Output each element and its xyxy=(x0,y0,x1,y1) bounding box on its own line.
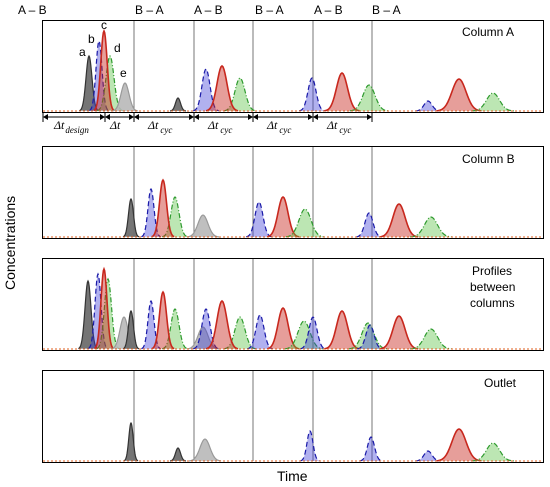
peak-letter-e: e xyxy=(120,66,127,80)
header-label-4: B – A xyxy=(255,3,284,17)
switching-headers: A – B B – A A – B B – A A – B B – A xyxy=(18,3,401,17)
column-a-peak-c-4 xyxy=(93,28,115,112)
between-peak-c-21 xyxy=(379,315,419,350)
column-b-peak-c-7 xyxy=(266,195,300,238)
header-label-2: B – A xyxy=(135,3,164,17)
header-label-1: A – B xyxy=(18,3,47,17)
column-b-peak-b-6 xyxy=(246,201,272,238)
column-a-peak-a-1 xyxy=(79,54,99,112)
panel-baselines xyxy=(43,110,543,462)
column-b-peak-b-9 xyxy=(356,212,382,238)
outlet-peak-a-1 xyxy=(123,421,139,462)
outlet-peak-a-2 xyxy=(169,447,187,462)
column-b-peak-b-2 xyxy=(141,187,161,238)
between-peak-c-13 xyxy=(205,299,239,350)
outlet-peak-b-5 xyxy=(359,436,383,462)
x-axis-label: Time xyxy=(277,468,308,484)
panel-column-a-peaks xyxy=(79,28,514,112)
column-a-peak-e-5 xyxy=(112,82,138,112)
between-peak-b-20 xyxy=(357,324,383,350)
column-b-peak-a-1 xyxy=(122,197,140,238)
outlet-peak-c-7 xyxy=(436,428,482,462)
panel-label-outlet: Outlet xyxy=(484,376,517,390)
peak-letter-c: c xyxy=(101,18,107,32)
column-b-peak-e-5 xyxy=(186,214,220,238)
delta-t-design-arrow xyxy=(43,114,105,120)
column-a-peak-a-6 xyxy=(169,97,187,112)
column-a-peak-c-14 xyxy=(436,78,482,112)
panel-outlet-frame xyxy=(42,370,544,463)
column-a-peak-b-13 xyxy=(415,100,441,112)
between-peak-b-14 xyxy=(247,314,273,350)
delta-t-cyc-label-3: Δt cyc xyxy=(266,118,291,135)
panel-column-a-frame xyxy=(42,20,544,113)
header-label-3: A – B xyxy=(194,3,223,17)
between-peak-d-19 xyxy=(348,322,388,350)
delta-t-design-label: Δtdesign xyxy=(53,118,89,135)
column-b-peak-c-4 xyxy=(151,178,175,238)
outlet-peak-e-3 xyxy=(188,438,222,462)
between-peak-c-9 xyxy=(151,290,175,350)
outlet-peak-b-4 xyxy=(300,430,320,462)
column-a-peak-c-9 xyxy=(205,64,239,112)
delta-t-cyc-arrow-2 xyxy=(194,114,253,120)
between-peak-c-15 xyxy=(266,306,300,350)
column-b-peak-d-8 xyxy=(285,208,325,238)
between-peak-d-22 xyxy=(410,328,452,350)
switching-lines xyxy=(133,21,373,461)
header-label-5: A – B xyxy=(314,3,343,17)
delta-t-arrows xyxy=(42,112,373,122)
column-a-peak-b-7 xyxy=(193,68,219,112)
panel-label-column-b: Column B xyxy=(462,152,515,166)
delta-t-cyc-label-1: Δt cyc xyxy=(147,118,172,135)
peak-letters: a b c d e xyxy=(79,18,127,80)
column-b-peak-d-11 xyxy=(410,216,452,238)
panel-labels: Column A Column B Profiles between colum… xyxy=(462,25,517,390)
delta-t-cyc-label-2: Δt cyc xyxy=(207,118,232,135)
outlet-peak-d-8 xyxy=(472,442,514,462)
delta-t-cyc-arrow-1 xyxy=(134,114,194,120)
between-peak-b-7 xyxy=(141,299,161,350)
between-peak-d-16 xyxy=(284,320,324,350)
column-a-peak-d-15 xyxy=(472,92,514,112)
panel-column-b-peaks xyxy=(122,178,452,238)
column-b-peak-d-3 xyxy=(162,196,188,238)
panel-outlet-peaks xyxy=(123,421,514,462)
peak-letter-a: a xyxy=(79,45,86,59)
panel-between-frame xyxy=(42,258,544,351)
between-peak-c-18 xyxy=(324,310,360,350)
column-a-peak-b-10 xyxy=(299,77,325,112)
delta-t-label-2: Δt xyxy=(109,118,121,132)
panel-between-peaks xyxy=(78,266,452,350)
between-peak-c-4 xyxy=(93,266,115,350)
column-a-peak-b-2 xyxy=(89,39,109,112)
delta-t-cyc-arrow-3 xyxy=(253,114,313,120)
delta-t-arrow-2 xyxy=(105,114,134,120)
between-peak-d-8 xyxy=(162,308,188,350)
header-label-6: B – A xyxy=(372,3,401,17)
peak-letter-d: d xyxy=(114,41,121,55)
panel-label-between-3: columns xyxy=(470,296,515,310)
column-a-peak-d-12 xyxy=(349,84,389,112)
column-a-peak-c-11 xyxy=(324,72,360,112)
between-peak-b-17 xyxy=(300,316,326,350)
panel-column-b-frame xyxy=(42,146,544,239)
column-b-peak-c-10 xyxy=(379,203,419,238)
delta-t-cyc-arrow-4 xyxy=(313,114,372,120)
panel-frames xyxy=(42,20,544,463)
between-peak-a-6 xyxy=(122,309,140,350)
panel-label-between-1: Profiles xyxy=(472,264,512,278)
y-axis-label: Concentrations xyxy=(2,196,18,290)
delta-t-cyc-label-4: Δt cyc xyxy=(326,118,351,135)
panel-label-between-2: between xyxy=(470,280,515,294)
outlet-peak-b-6 xyxy=(415,450,441,462)
panel-label-column-a: Column A xyxy=(462,25,514,39)
delta-t-labels: Δtdesign Δt Δt cyc Δt cyc Δt cyc Δt cyc xyxy=(53,118,351,135)
peak-letter-b: b xyxy=(88,32,95,46)
